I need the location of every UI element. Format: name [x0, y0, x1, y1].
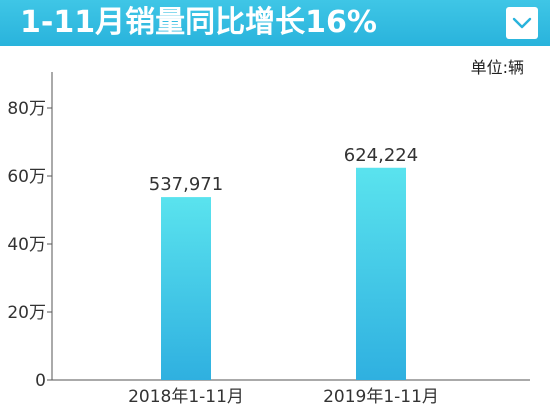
title-banner: 1-11月销量同比增长16% [0, 0, 550, 46]
dropdown-button[interactable] [506, 7, 538, 39]
bar [161, 197, 211, 380]
y-tick-label: 20万 [7, 303, 46, 323]
bar-value-label: 537,971 [149, 174, 223, 195]
unit-label: 单位:辆 [470, 58, 524, 77]
chevron-down-icon [512, 17, 532, 29]
bar [356, 167, 406, 380]
x-tick-label: 2019年1-11月 [323, 387, 439, 407]
y-tick-label: 60万 [7, 167, 46, 187]
chart-title: 1-11月销量同比增长16% [20, 5, 377, 40]
y-tick-label: 80万 [7, 99, 46, 119]
y-tick-label: 0 [35, 371, 46, 391]
y-tick-label: 40万 [7, 235, 46, 255]
x-tick-label: 2018年1-11月 [128, 387, 244, 407]
bar-value-label: 624,224 [344, 145, 418, 166]
